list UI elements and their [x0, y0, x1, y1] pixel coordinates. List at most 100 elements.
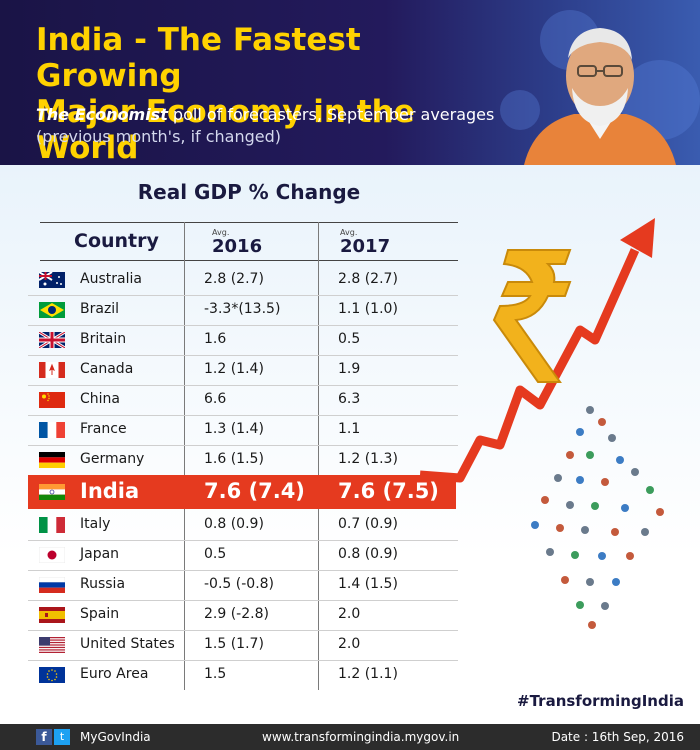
facebook-icon[interactable]: f [36, 729, 52, 745]
india-flag-icon [39, 484, 65, 500]
usa-flag-icon [39, 637, 65, 653]
page-title: India - The Fastest Growing Major Econom… [36, 22, 506, 165]
footer-date: Date : 16th Sep, 2016 [551, 730, 684, 744]
country-name: Italy [80, 516, 111, 532]
table-row: Australia 2.8 (2.7) 2.8 (2.7) [28, 265, 458, 295]
value-2016: 0.5 [204, 546, 227, 562]
row-divider [28, 540, 458, 541]
title-line-1: India - The Fastest Growing [36, 22, 361, 94]
country-name: Euro Area [80, 666, 149, 682]
table-row: Britain 1.6 0.5 [28, 325, 458, 355]
country-column-header: Country [74, 230, 159, 252]
country-name: Canada [80, 361, 134, 377]
value-2017: 0.7 (0.9) [338, 516, 398, 532]
table-row: France 1.3 (1.4) 1.1 [28, 415, 458, 445]
country-name: United States [80, 636, 175, 652]
table-title: Real GDP % Change [137, 180, 361, 204]
value-2017: 2.0 [338, 606, 361, 622]
country-name: Britain [80, 331, 127, 347]
country-name: China [80, 391, 120, 407]
country-name: Germany [80, 451, 145, 467]
subtitle: The Economist poll of forecasters, Septe… [36, 104, 506, 148]
avg-label: Avg. [340, 228, 358, 237]
crowd-icon [531, 406, 664, 629]
subtitle-source: The Economist [36, 105, 168, 124]
brazil-flag-icon [39, 302, 65, 318]
footer-url[interactable]: www.transformingindia.mygov.in [262, 730, 460, 744]
year-2017-header: 2017 [340, 236, 391, 257]
value-2016: 1.5 (1.7) [204, 636, 264, 652]
row-divider [28, 600, 458, 601]
row-divider [28, 325, 458, 326]
value-2016: 2.9 (-2.8) [204, 606, 269, 622]
table-row: Russia -0.5 (-0.8) 1.4 (1.5) [28, 570, 458, 600]
country-name: Japan [80, 546, 120, 562]
country-name: India [80, 479, 140, 503]
table-row: Germany 1.6 (1.5) 1.2 (1.3) [28, 445, 458, 475]
value-2017: 0.8 (0.9) [338, 546, 398, 562]
column-divider [184, 222, 185, 690]
avg-label: Avg. [212, 228, 230, 237]
germany-flag-icon [39, 452, 65, 468]
portrait-image [524, 28, 676, 165]
value-2017: 1.4 (1.5) [338, 576, 398, 592]
country-name: Spain [80, 606, 120, 622]
value-2016: 1.2 (1.4) [204, 361, 264, 377]
row-divider [28, 445, 458, 446]
value-2017: 2.0 [338, 636, 361, 652]
row-divider [28, 385, 458, 386]
table-row: Brazil -3.3*(13.5) 1.1 (1.0) [28, 295, 458, 325]
twitter-icon[interactable]: t [54, 729, 70, 745]
table-row-india-highlight: India 7.6 (7.4) 7.6 (7.5) [28, 475, 456, 509]
france-flag-icon [39, 422, 65, 438]
footer-bar: f t MyGovIndia www.transformingindia.myg… [0, 724, 700, 750]
value-2016: -3.3*(13.5) [204, 301, 281, 317]
value-2017: 1.1 [338, 421, 361, 437]
subtitle-text: poll of forecasters, September averages [167, 105, 495, 124]
table-header-rule [40, 260, 458, 261]
value-2017: 1.2 (1.1) [338, 666, 398, 682]
value-2016: 2.8 (2.7) [204, 271, 264, 287]
value-2017: 1.9 [338, 361, 361, 377]
row-divider [28, 660, 458, 661]
footer-brand: MyGovIndia [80, 730, 151, 744]
value-2016: 1.6 (1.5) [204, 451, 264, 467]
value-2017: 6.3 [338, 391, 361, 407]
china-flag-icon [39, 392, 65, 408]
value-2017: 1.2 (1.3) [338, 451, 398, 467]
header-banner: India - The Fastest Growing Major Econom… [0, 0, 700, 165]
column-divider [318, 222, 319, 690]
value-2016: -0.5 (-0.8) [204, 576, 275, 592]
value-2017: 2.8 (2.7) [338, 271, 398, 287]
value-2016: 1.3 (1.4) [204, 421, 264, 437]
title-line-2: Major Economy in the World [36, 94, 415, 165]
australia-flag-icon [39, 272, 65, 288]
table-row: China 6.6 6.3 [28, 385, 458, 415]
row-divider [28, 570, 458, 571]
year-2016-header: 2016 [212, 236, 263, 257]
value-2017: 7.6 (7.5) [338, 479, 439, 503]
value-2016: 6.6 [204, 391, 227, 407]
value-2016: 1.5 [204, 666, 227, 682]
row-divider [28, 415, 458, 416]
russia-flag-icon [39, 577, 65, 593]
table-row: Spain 2.9 (-2.8) 2.0 [28, 600, 458, 630]
table-row: Canada 1.2 (1.4) 1.9 [28, 355, 458, 385]
canada-flag-icon [39, 362, 65, 378]
growth-arrow-illustration [420, 218, 664, 629]
eu-flag-icon [39, 667, 65, 683]
country-name: Brazil [80, 301, 120, 317]
value-2017: 0.5 [338, 331, 361, 347]
spain-flag-icon [39, 607, 65, 623]
row-divider [28, 355, 458, 356]
value-2016: 0.8 (0.9) [204, 516, 264, 532]
value-2016: 1.6 [204, 331, 227, 347]
country-name: France [80, 421, 127, 437]
bokeh-decoration [500, 90, 540, 130]
italy-flag-icon [39, 517, 65, 533]
japan-flag-icon [39, 547, 65, 563]
country-name: Russia [80, 576, 126, 592]
row-divider [28, 295, 458, 296]
subtitle-note: (previous month's, if changed) [36, 127, 282, 146]
table-row: Japan 0.5 0.8 (0.9) [28, 540, 458, 570]
